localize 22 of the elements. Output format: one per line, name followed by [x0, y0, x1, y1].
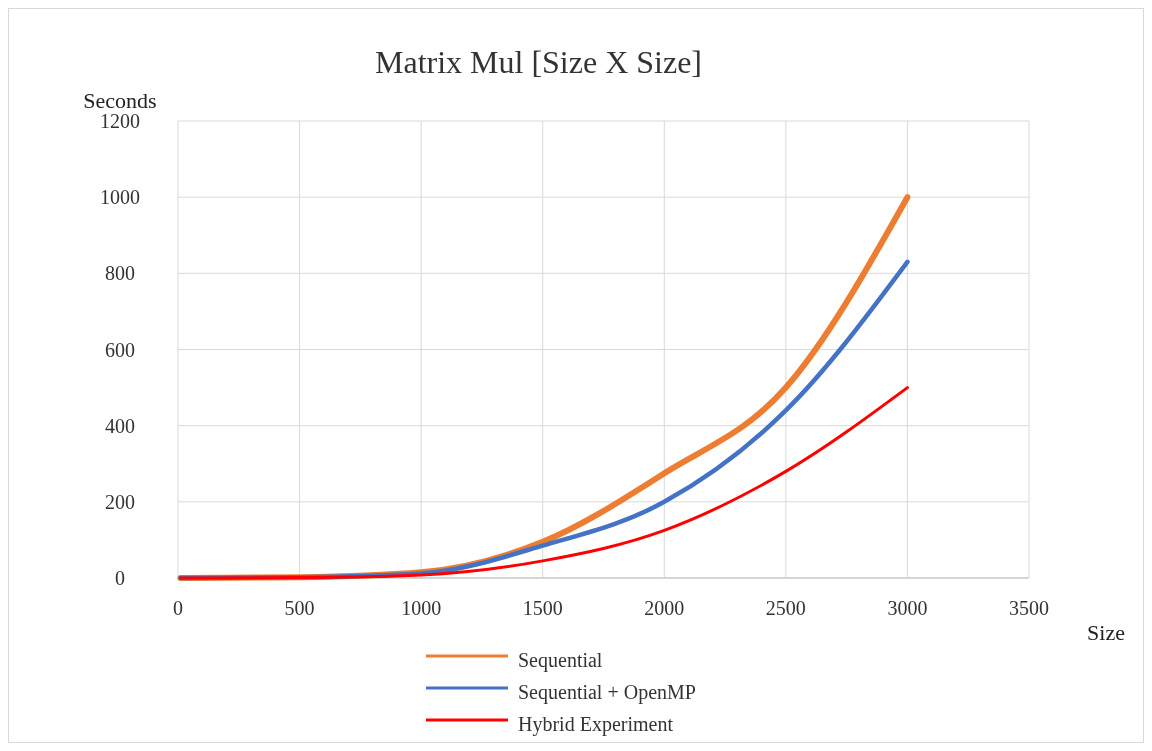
x-axis-title: Size [1087, 620, 1125, 645]
legend-label: Hybrid Experiment [518, 713, 674, 736]
x-tick-label: 2000 [644, 597, 685, 619]
y-tick-label: 0 [115, 567, 125, 589]
chart-title: Matrix Mul [Size X Size] [374, 44, 703, 80]
x-tick-label: 3500 [1009, 597, 1049, 619]
y-tick-label: 400 [105, 414, 135, 437]
x-tick-label: 1000 [401, 597, 442, 619]
x-tick-label: 1500 [522, 597, 563, 619]
x-tick-label: 3000 [887, 597, 928, 619]
legend-label: Sequential [518, 649, 603, 672]
legend-label: Sequential + OpenMP [518, 681, 696, 704]
y-tick-label: 600 [105, 338, 135, 361]
y-tick-label: 1000 [100, 186, 140, 209]
x-tick-label: 2500 [765, 597, 806, 619]
y-tick-label: 200 [105, 490, 135, 513]
line-series [178, 386, 909, 580]
x-tick-label: 0 [173, 597, 183, 619]
y-tick-label: 800 [105, 262, 135, 285]
x-tick-label: 500 [284, 597, 315, 619]
y-tick-label: 1200 [100, 110, 140, 132]
y-axis-title: Seconds [83, 88, 157, 113]
